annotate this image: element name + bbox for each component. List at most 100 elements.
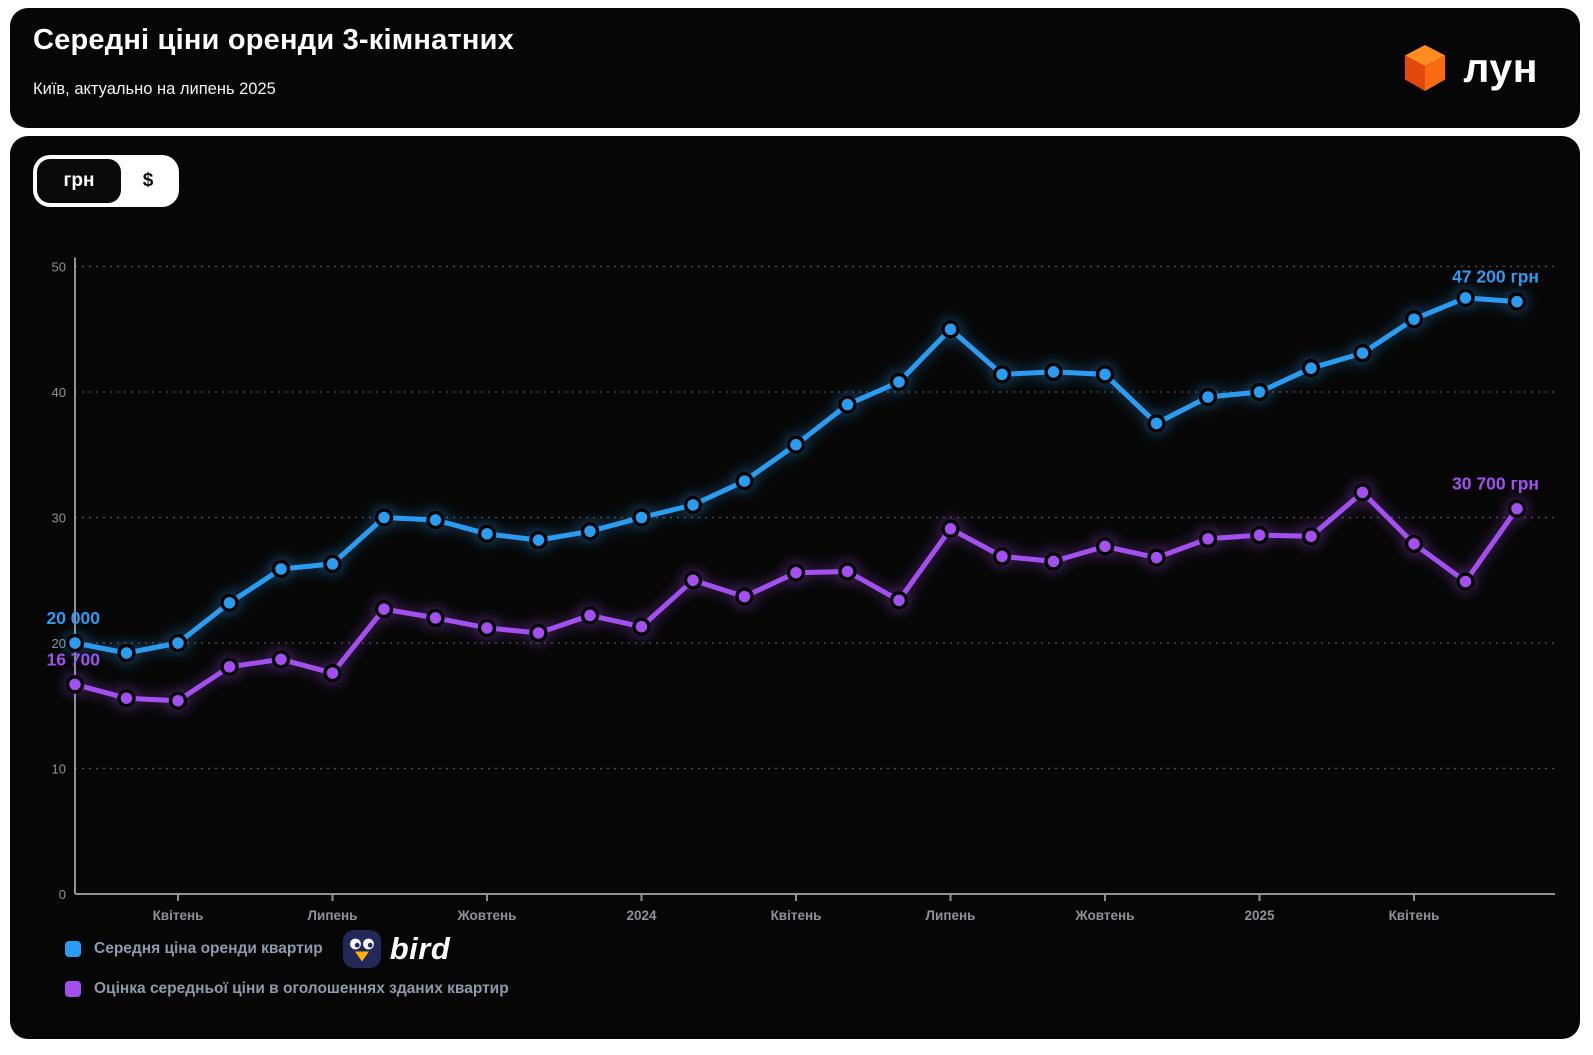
data-point	[1147, 414, 1166, 433]
data-point	[168, 633, 188, 653]
data-point	[168, 691, 188, 710]
x-tick-label: Жовтень	[1075, 908, 1135, 923]
data-point	[117, 643, 136, 663]
data-point	[220, 657, 239, 677]
data-point	[1353, 483, 1372, 502]
data-point	[580, 522, 600, 541]
lun-logo-text: лун	[1463, 44, 1538, 91]
data-point	[1507, 292, 1527, 311]
data-point	[941, 320, 960, 339]
header-panel: Середні ціни оренди 3-кімнатних Київ, ак…	[10, 8, 1580, 128]
currency-toggle: грн $	[33, 155, 179, 207]
first-point-label: 16 700	[46, 649, 100, 669]
data-point	[1404, 534, 1424, 554]
data-point	[1198, 387, 1218, 407]
data-point	[477, 618, 497, 638]
data-point	[426, 608, 445, 628]
data-point	[220, 593, 239, 613]
data-point	[1198, 529, 1218, 549]
data-point	[529, 530, 548, 550]
data-point	[529, 623, 548, 643]
legend-label-estimate: Оцінка середньої ціни в оголошеннях здан…	[94, 980, 509, 997]
legend-item-rent: Середня ціна оренди квартир bird	[65, 930, 509, 968]
data-point	[632, 617, 651, 636]
data-point	[838, 562, 857, 581]
data-point	[1095, 537, 1115, 556]
y-tick-label: 20	[52, 636, 66, 651]
series-0	[65, 288, 1527, 663]
data-point	[1250, 525, 1269, 545]
x-tick-label: 2025	[1244, 908, 1275, 923]
series-line-1	[72, 489, 1520, 704]
page-title: Середні ціни оренди 3-кімнатних	[33, 24, 514, 56]
data-point	[580, 606, 600, 625]
data-point	[1507, 499, 1527, 518]
data-point	[735, 587, 754, 606]
page-subtitle: Київ, актуально на липень 2025	[33, 80, 276, 98]
last-point-label: 30 700 грн	[1452, 474, 1539, 494]
data-point	[889, 591, 909, 610]
data-point	[1044, 362, 1063, 382]
data-point	[735, 471, 754, 491]
data-point	[323, 554, 342, 574]
lun-cube-icon	[1405, 45, 1446, 91]
data-point	[271, 559, 291, 579]
data-point	[786, 563, 806, 582]
data-point	[1404, 309, 1424, 329]
data-point	[632, 508, 651, 527]
data-point	[941, 519, 960, 539]
data-point	[271, 650, 291, 669]
x-tick-label: Липень	[308, 908, 358, 923]
bird-logo-text: bird	[389, 931, 451, 966]
currency-option-uah[interactable]: грн	[37, 159, 121, 203]
data-point	[1353, 343, 1372, 363]
data-point	[683, 571, 703, 590]
y-tick-label: 10	[52, 762, 66, 777]
y-tick-label: 40	[52, 385, 66, 400]
data-point	[1301, 527, 1321, 546]
data-point	[426, 510, 445, 530]
x-tick-label: Квітень	[153, 908, 204, 923]
data-point	[1456, 288, 1475, 308]
data-point	[1044, 552, 1063, 571]
x-tick-label: Жовтень	[457, 908, 517, 923]
data-point	[1250, 382, 1269, 402]
data-point	[1147, 548, 1166, 567]
first-point-label: 20 000	[46, 608, 100, 628]
data-point	[838, 395, 857, 414]
legend-swatch-rent	[65, 941, 81, 957]
data-point	[786, 435, 806, 454]
chart-legend: Середня ціна оренди квартир bird Оцінка …	[65, 930, 509, 1000]
legend-label-rent: Середня ціна оренди квартир	[94, 940, 323, 957]
last-point-label: 47 200 грн	[1452, 267, 1539, 287]
data-point	[683, 495, 703, 515]
data-point	[374, 599, 394, 619]
series-line-0	[72, 295, 1520, 656]
data-point	[1301, 358, 1321, 378]
data-point	[1456, 572, 1475, 591]
legend-swatch-estimate	[65, 981, 81, 997]
chart-panel: грн $ 0 10 20 30 40 50 Квітень Липень Жовтень 202…	[10, 136, 1580, 1039]
x-tick-label: Квітень	[1389, 908, 1440, 923]
data-point	[65, 675, 85, 694]
currency-option-usd[interactable]: $	[121, 159, 175, 203]
data-point	[477, 524, 497, 544]
data-point	[1095, 365, 1115, 384]
series-1	[65, 483, 1527, 710]
x-tick-label: 2024	[626, 908, 657, 923]
price-chart: 0 10 20 30 40 50 Квітень Липень Жовтень 2024 Квіте…	[46, 257, 1555, 923]
legend-item-estimate: Оцінка середньої ціни в оголошеннях здан…	[65, 978, 509, 1000]
data-point	[323, 663, 342, 683]
y-tick-label: 30	[52, 511, 66, 526]
data-point	[992, 365, 1012, 384]
data-point	[65, 633, 85, 653]
y-tick-label: 50	[52, 260, 66, 275]
y-tick-label: 0	[59, 887, 66, 902]
x-tick-label: Квітень	[771, 908, 822, 923]
x-tick-label: Липень	[926, 908, 976, 923]
data-point	[117, 688, 136, 708]
data-point	[992, 547, 1012, 566]
bird-logo-icon	[342, 930, 381, 968]
data-point	[374, 508, 394, 527]
data-point	[889, 372, 909, 392]
